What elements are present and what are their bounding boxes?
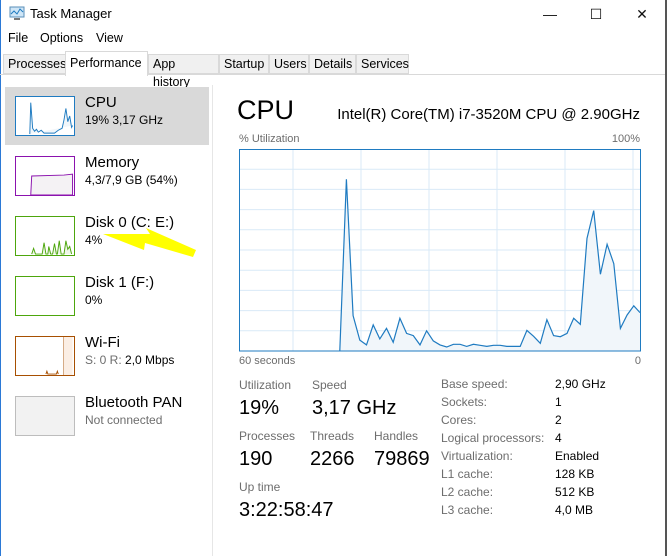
detail-value: 4 [555,431,562,445]
memory-mini-graph [15,156,75,196]
sidebar-sub: 19% 3,17 GHz [85,113,164,127]
sidebar-item-bluetooth-pan[interactable]: Bluetooth PAN Not connected [5,387,209,445]
detail-value: 512 KB [555,485,595,499]
disk-1-mini-graph [15,276,75,316]
detail-value: 1 [555,395,562,409]
sidebar-sub: Not connected [85,413,163,427]
uptime-value: 3:22:58:47 [239,499,334,521]
detail-label: Sockets: [441,395,488,409]
cpu-mini-graph [15,96,75,136]
graph-border [239,149,641,352]
sidebar-title: Wi-Fi [85,334,120,351]
wifi-rate: 2,0 Mbps [125,353,175,367]
maximize-button[interactable]: ☐ [589,6,603,22]
minimize-button[interactable]: — [543,6,557,22]
page-title: CPU [237,95,295,125]
tab-performance[interactable]: Performance [65,51,148,76]
sidebar-divider [212,85,213,556]
utilization-label: Utilization [239,378,292,392]
sidebar-title: Bluetooth PAN [85,394,183,411]
sidebar-title: CPU [85,94,117,111]
detail-value: 2,90 GHz [555,377,606,391]
graph-label: % Utilization [239,133,300,145]
tab-services[interactable]: Services [356,54,409,74]
detail-label: L1 cache: [441,467,494,481]
utilization-value: 19% [239,397,280,419]
graph-min-label: 0 [634,355,641,367]
tab-startup[interactable]: Startup [219,54,269,74]
menu-file[interactable]: File [8,31,29,45]
tab-app-history[interactable]: App history [148,54,219,89]
sidebar-sub: S: 0 R: 2,0 Mbps [85,353,174,367]
speed-label: Speed [312,378,347,392]
tab-users[interactable]: Users [269,54,309,74]
cpu-series-line [339,179,641,352]
detail-label: Virtualization: [441,449,513,463]
detail-value: 128 KB [555,467,595,481]
window-border [0,0,1,556]
detail-label: L3 cache: [441,503,494,517]
detail-label: L2 cache: [441,485,494,499]
speed-value: 3,17 GHz [312,397,397,419]
graph-time-label: 60 seconds [239,355,296,367]
tab-divider [0,74,665,75]
menu-options[interactable]: Options [40,31,84,45]
detail-value: Enabled [555,449,600,463]
sidebar-item-wifi[interactable]: Wi-Fi S: 0 R: 2,0 Mbps [5,327,209,385]
close-button[interactable]: ✕ [636,6,648,22]
window-title: Task Manager [30,6,112,21]
processes-label: Processes [239,429,296,443]
menu-view[interactable]: View [96,31,123,45]
detail-value: 2 [555,413,562,427]
annotation-arrow-icon [103,228,196,257]
detail-label: Cores: [441,413,477,427]
sidebar-item-memory[interactable]: Memory 4,3/7,9 GB (54%) [5,147,209,205]
sidebar-sub: 4,3/7,9 GB (54%) [85,173,178,187]
wifi-mini-graph [15,336,75,376]
sidebar-sub: 0% [85,293,103,307]
cpu-utilization-graph [239,149,641,352]
cpu-area-fill [339,179,640,351]
graph-max-label: 100% [611,133,640,145]
task-manager-icon [9,6,25,20]
sidebar-title: Disk 0 (C: E:) [85,214,175,231]
sidebar-item-disk-1[interactable]: Disk 1 (F:) 0% [5,267,209,325]
sidebar-item-disk-0[interactable]: Disk 0 (C: E:) 4% [5,207,209,265]
sidebar-item-cpu[interactable]: CPU 19% 3,17 GHz [5,87,209,145]
uptime-label: Up time [239,480,281,494]
threads-label: Threads [310,429,355,443]
disk-0-mini-graph [15,216,75,256]
tab-details[interactable]: Details [309,54,356,74]
handles-value: 79869 [374,448,430,470]
bluetooth-mini-graph [15,396,75,436]
processes-value: 190 [239,448,273,470]
handles-label: Handles [374,429,419,443]
tab-processes[interactable]: Processes [3,54,66,74]
sidebar-sub: 4% [85,233,103,247]
detail-label: Base speed: [441,377,508,391]
sidebar-title: Memory [85,154,140,171]
detail-value: 4,0 MB [555,503,594,517]
cpu-name: Intel(R) Core(TM) i7-3520M CPU @ 2.90GHz [337,106,640,123]
wifi-send-label: S: 0 R: [85,353,122,367]
detail-label: Logical processors: [441,431,545,445]
window-border-right [665,0,667,556]
sidebar-title: Disk 1 (F:) [85,274,155,291]
threads-value: 2266 [310,448,355,470]
